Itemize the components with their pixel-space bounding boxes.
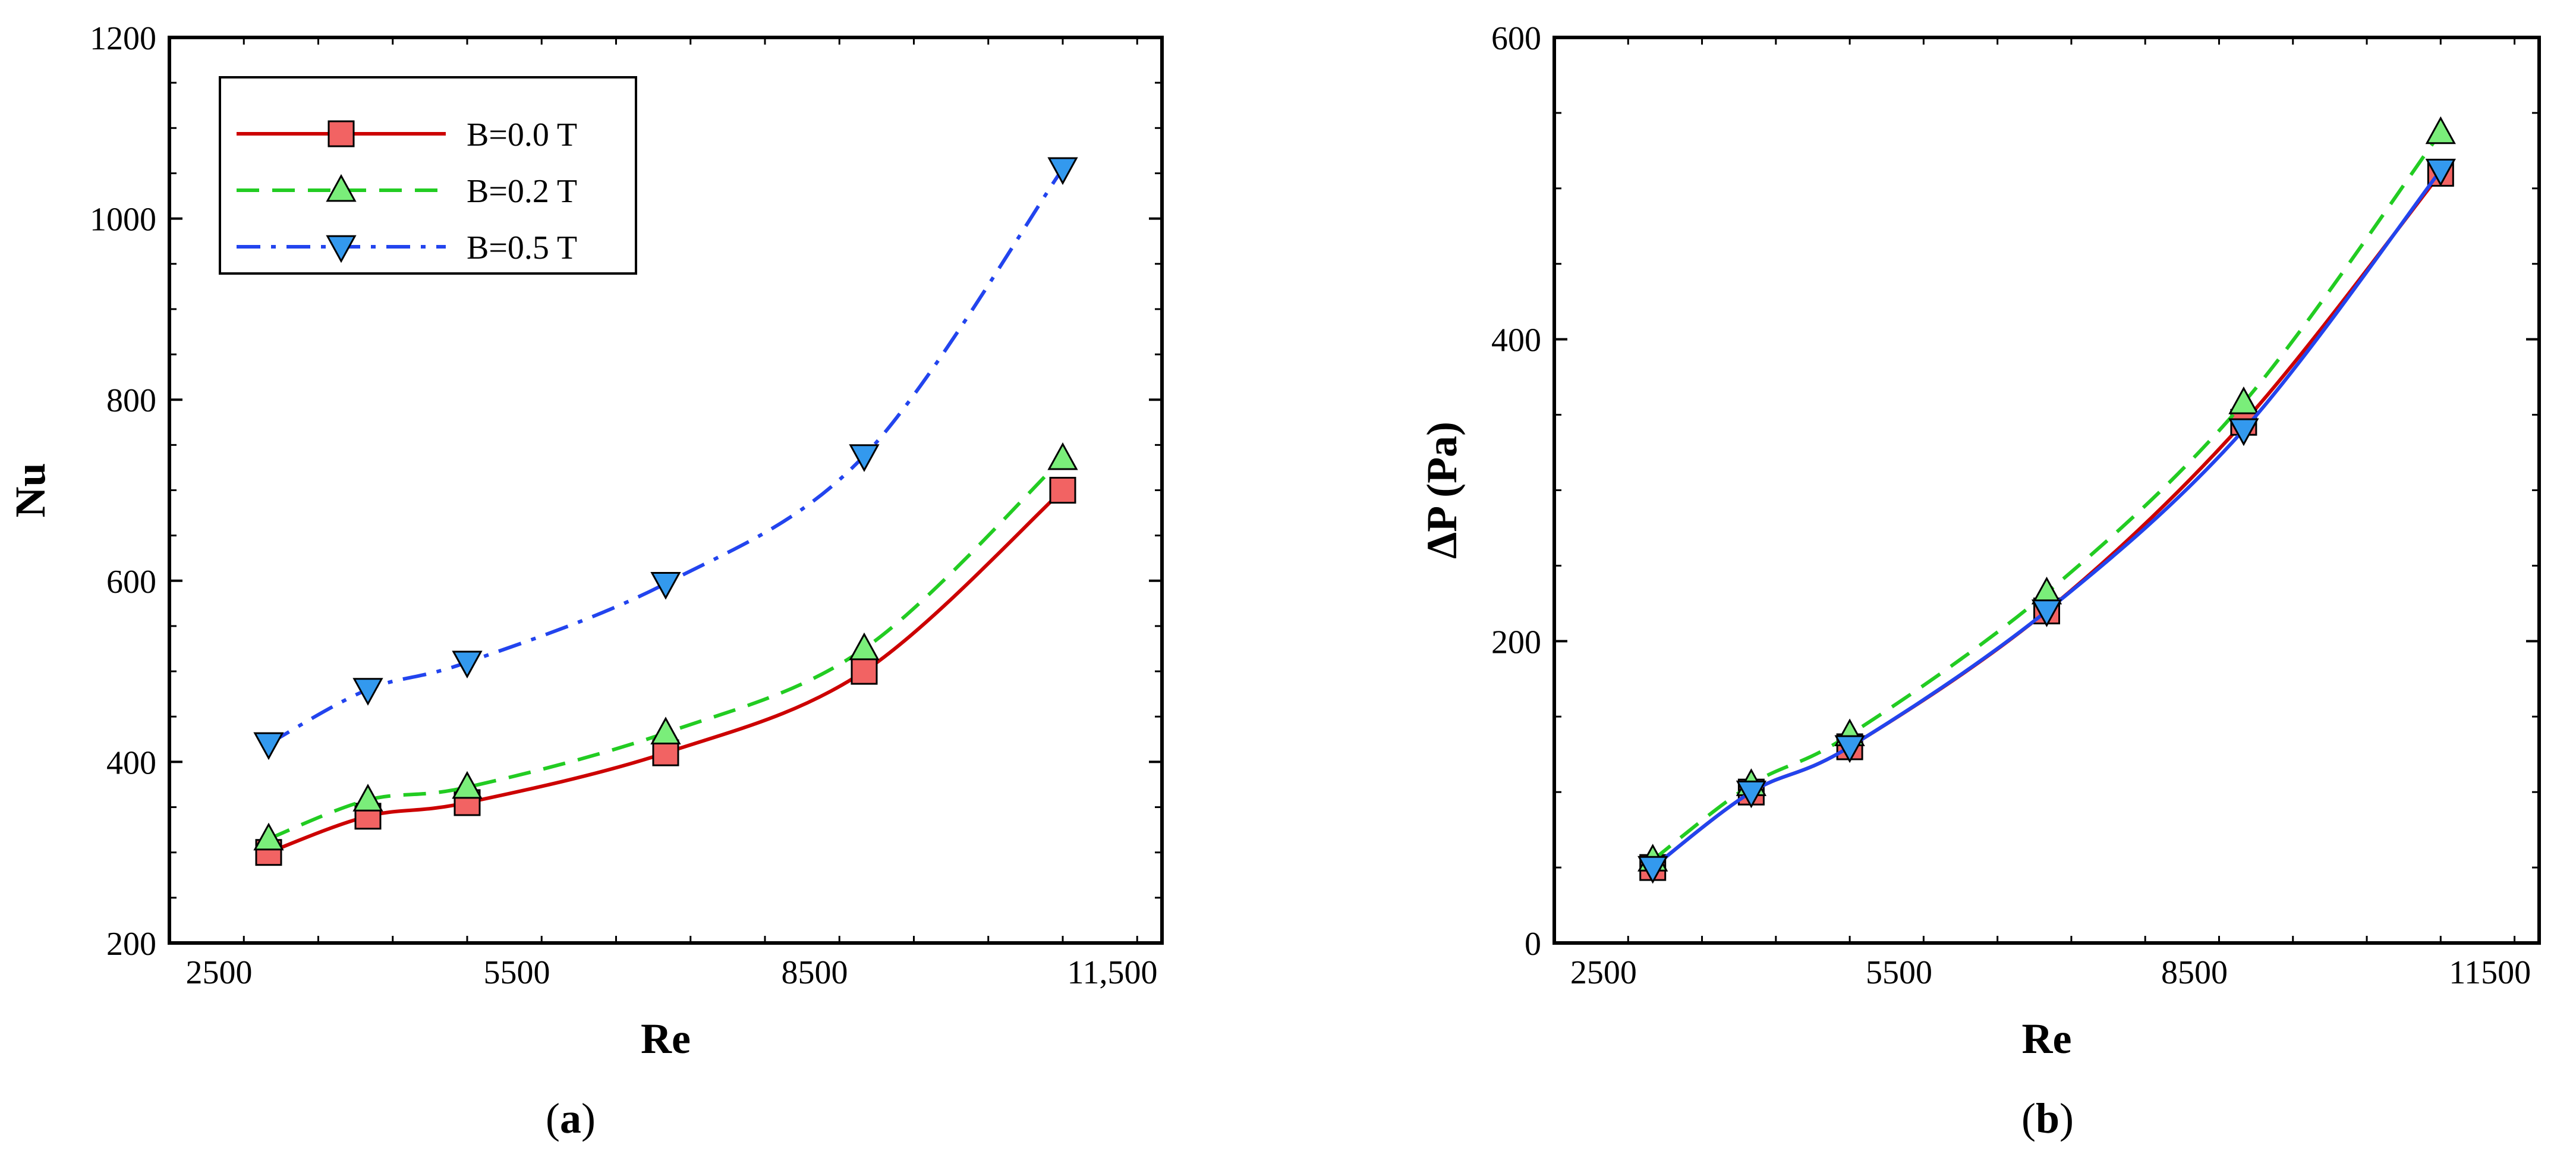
legend-item: B=0.0 T (237, 117, 577, 153)
data-point (849, 632, 880, 661)
legend-box (219, 76, 637, 275)
x-tick-label: 8500 (2161, 954, 2228, 991)
caption-close: ) (581, 1095, 596, 1142)
data-point (2031, 599, 2062, 627)
legend-label: B=0.5 T (467, 230, 577, 266)
data-point (849, 444, 880, 472)
panel-caption: (b) (2021, 1095, 2074, 1142)
plot-frame (168, 36, 1164, 945)
legend-item: B=0.5 T (237, 230, 577, 266)
series-line (1651, 169, 2442, 869)
data-point (2425, 159, 2456, 187)
series-1 (1639, 159, 2454, 881)
y-tick-label: 0 (1525, 926, 1541, 963)
x-tick-label: 11500 (2449, 954, 2531, 991)
caption-open: ( (546, 1095, 560, 1142)
data-point (851, 658, 878, 685)
data-point (352, 784, 383, 812)
data-point (652, 739, 679, 766)
series-2 (1637, 116, 2456, 872)
data-point (1637, 856, 1668, 884)
plot-frame (1552, 36, 2541, 945)
data-point (1736, 780, 1767, 809)
data-point (1047, 442, 1078, 470)
data-point (2228, 386, 2259, 414)
series-3 (253, 157, 1078, 760)
series-line (1651, 172, 2442, 869)
x-tick-label: 2500 (1570, 954, 1637, 991)
x-tick-label: 11,500 (1067, 954, 1158, 991)
x-tick-label: 8500 (782, 954, 848, 991)
y-tick-label: 400 (106, 744, 156, 781)
axis-ticks (1553, 36, 2539, 944)
caption-label: b (2036, 1095, 2059, 1142)
legend-marker (326, 174, 357, 202)
panel-b: 0 200 400 600 2500 5500 8500 11500 Re ΔP (Pa) (b) (1418, 20, 2541, 1142)
data-point (1049, 477, 1076, 504)
legend-label: B=0.0 T (467, 117, 577, 153)
y-tick-label: 200 (106, 926, 156, 963)
y-axis-title: Nu (7, 463, 54, 517)
data-point (2425, 116, 2456, 144)
y-tick-label: 1200 (90, 20, 156, 57)
x-tick-label: 2500 (186, 954, 253, 991)
data-point (1834, 735, 1865, 763)
legend-label: B=0.2 T (467, 173, 577, 210)
data-point (253, 732, 284, 760)
series-2 (253, 442, 1078, 851)
x-tick-label: 5500 (1866, 954, 1932, 991)
panel-caption: (a) (546, 1095, 596, 1142)
legend-marker (327, 120, 355, 147)
y-tick-label: 1000 (90, 202, 156, 238)
data-point (650, 716, 681, 745)
data-point (2228, 418, 2259, 447)
x-axis-title: Re (641, 1015, 691, 1062)
legend: B=0.0 T B=0.2 T B=0.5 T (219, 76, 637, 275)
caption-open: ( (2021, 1095, 2036, 1142)
caption-close: ) (2059, 1095, 2074, 1142)
y-tick-label: 400 (1491, 322, 1541, 359)
legend-marker (326, 235, 357, 263)
y-tick-label: 600 (106, 564, 156, 601)
caption-label: a (560, 1095, 581, 1142)
data-point (352, 678, 383, 706)
y-tick-label: 200 (1491, 624, 1541, 661)
y-axis-title: ΔP (Pa) (1418, 422, 1466, 559)
panel-a: 200 400 600 800 1000 1200 2500 5500 8500 11,500 Re… (7, 20, 1164, 1142)
data-point (650, 572, 681, 600)
data-point (253, 822, 284, 851)
series-line (267, 489, 1065, 854)
series-line (267, 457, 1065, 841)
series-line (1651, 131, 2442, 862)
y-tick-label: 800 (106, 382, 156, 419)
data-point (452, 771, 483, 799)
y-tick-label: 600 (1491, 20, 1541, 57)
data-point (1047, 157, 1078, 186)
legend-item: B=0.2 T (237, 173, 577, 210)
x-axis-title: Re (2022, 1015, 2072, 1062)
data-point (452, 650, 483, 679)
x-tick-label: 5500 (484, 954, 550, 991)
series-3 (1637, 159, 2456, 884)
